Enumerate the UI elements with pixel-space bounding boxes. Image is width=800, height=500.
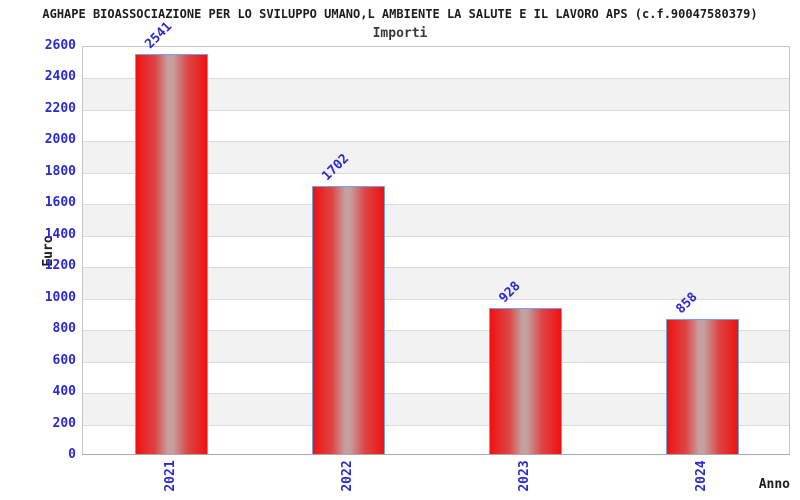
chart-title: AGHAPE BIOASSOCIAZIONE PER LO SVILUPPO U… [42, 7, 758, 21]
bar-2023 [489, 308, 562, 454]
y-tick-label: 1800 [44, 163, 76, 179]
bar-2022 [312, 186, 385, 454]
gridline [83, 204, 789, 205]
gridline [83, 78, 789, 79]
gridline [83, 110, 789, 111]
y-tick-label: 2600 [44, 38, 76, 53]
gridline [83, 330, 789, 331]
x-tick-label: 2023 [516, 460, 532, 492]
x-axis-label: Anno [758, 477, 790, 492]
gridline [83, 236, 789, 237]
y-tick-label: 1000 [44, 289, 76, 305]
y-tick-label: 1200 [44, 258, 76, 274]
y-tick-label: 800 [52, 321, 76, 337]
y-tick-label: 2200 [44, 100, 76, 116]
bar-2021 [135, 54, 208, 454]
gridline [83, 299, 789, 300]
gridline [83, 173, 789, 174]
chart-subtitle: Importi [372, 26, 428, 41]
y-tick-label: 1400 [44, 226, 76, 242]
y-tick-label: 400 [52, 384, 76, 400]
gridline [83, 267, 789, 268]
gridline [83, 425, 789, 426]
gridline [83, 141, 789, 142]
x-tick-label: 2024 [693, 460, 709, 492]
gridline [83, 362, 789, 363]
x-tick-label: 2022 [339, 460, 355, 492]
plot-area: 2541 1702 928 858 [82, 20, 790, 455]
y-axis-label: Euro [41, 235, 56, 267]
y-tick-label: 600 [52, 352, 76, 368]
y-tick-label: 2400 [44, 69, 76, 85]
x-tick-label: 2021 [162, 460, 178, 492]
gridline [83, 393, 789, 394]
y-tick-label: 0 [68, 447, 76, 462]
bar-2024 [666, 319, 739, 454]
y-tick-label: 2000 [44, 132, 76, 148]
y-tick-label: 200 [52, 415, 76, 431]
y-tick-label: 1600 [44, 195, 76, 211]
